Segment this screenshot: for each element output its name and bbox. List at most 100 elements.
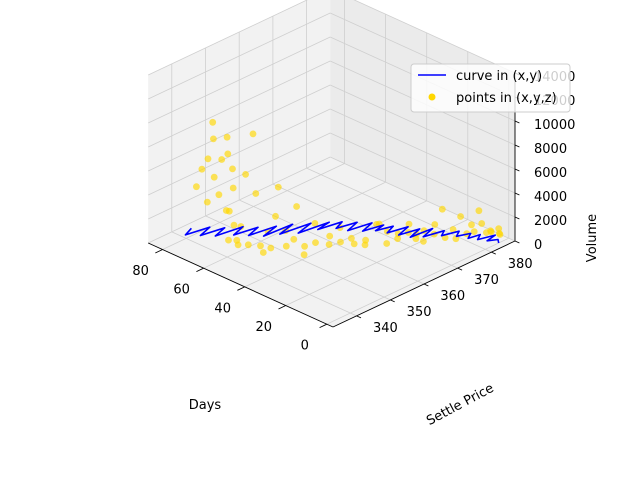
scatter-point	[326, 232, 334, 240]
scatter-point	[470, 228, 478, 236]
legend: curve in (x,y) points in (x,y,z)	[410, 63, 571, 113]
x-tick-label: 60	[173, 283, 190, 298]
z-tick-label: 6000	[534, 166, 567, 181]
x-tick-label: 40	[214, 301, 231, 316]
scatter-point	[420, 238, 427, 245]
scatter-point	[223, 133, 231, 141]
grid-lines	[148, 0, 516, 325]
grid-z-left-wall	[148, 132, 331, 220]
scatter-point	[468, 221, 475, 229]
grid-z-left-wall	[148, 12, 331, 100]
legend-point-swatch	[428, 93, 436, 101]
scatter-point	[293, 203, 300, 210]
curve-layer	[184, 221, 500, 244]
grid-z-left-wall	[148, 156, 331, 244]
grid-z-right-wall	[353, 0, 516, 74]
curve-line	[184, 221, 500, 244]
scatter-point	[394, 230, 402, 238]
scatter-point	[383, 240, 391, 247]
x-tick-mark	[237, 286, 245, 291]
scatter-point	[244, 241, 252, 249]
scatter-point	[449, 226, 457, 233]
y-tick-mark	[457, 267, 463, 271]
x-tick-mark	[155, 249, 163, 254]
x-tick-label: 0	[301, 339, 309, 354]
back-right-pane	[330, 0, 515, 241]
grid-y-floor	[239, 199, 425, 285]
z-axis-label: Volume	[585, 214, 600, 262]
scatter-point	[225, 236, 232, 244]
z-tick-mark	[514, 216, 520, 220]
scatter-point	[229, 165, 236, 173]
scatter-point	[274, 183, 282, 191]
grid-z-right-wall	[330, 108, 516, 194]
scatter-point	[252, 190, 260, 197]
grid-z-left-wall	[148, 36, 331, 124]
scatter-point	[230, 221, 238, 229]
scatter-point	[301, 242, 308, 250]
y-tick-mark	[356, 315, 362, 319]
scatter-point	[438, 205, 446, 213]
scatter-point	[457, 213, 464, 220]
grid-z-left-wall	[148, 108, 331, 196]
y-tick-mark	[390, 299, 395, 303]
x-axis-label: Days	[189, 398, 222, 413]
z-tick-mark	[514, 144, 520, 148]
y-tick-label: 350	[407, 305, 432, 320]
y-tick-label: 380	[508, 257, 533, 272]
grid-y-floor	[306, 167, 492, 253]
scatter-point	[337, 238, 344, 246]
grid-z-right-wall	[330, 132, 516, 218]
z-tick-mark	[514, 192, 520, 196]
scatter-point	[495, 230, 503, 237]
scatter-point	[259, 249, 267, 256]
scatter-point	[242, 171, 250, 178]
grid-y-floor	[272, 183, 458, 269]
grid-z-left-wall	[148, 0, 308, 76]
y-tick-label: 370	[474, 273, 499, 288]
legend-label-points: points in (x,y,z)	[456, 91, 557, 106]
y-axis-label: Settle Price	[424, 381, 496, 429]
scatter-point	[224, 150, 232, 158]
scatter-point	[272, 212, 279, 220]
scatter-point	[203, 198, 211, 206]
scatter-point	[234, 241, 242, 249]
grid-y-floor	[205, 215, 391, 301]
y-tick-mark	[423, 283, 429, 287]
scatter-point	[431, 221, 439, 228]
scatter-point	[282, 242, 290, 250]
scatter-point	[350, 240, 358, 248]
scatter-point	[312, 239, 319, 247]
y-tick-label: 340	[373, 321, 398, 336]
x-tick-label: 20	[256, 320, 273, 335]
scatter-point	[222, 207, 230, 214]
scatter-points	[193, 118, 504, 259]
scatter-point	[204, 155, 212, 163]
scatter-point	[478, 220, 486, 227]
scatter-point	[325, 241, 333, 248]
grid-y-floor	[171, 231, 357, 317]
x-axis-line	[148, 242, 334, 328]
scatter-point	[210, 173, 218, 181]
scatter-point	[193, 183, 200, 191]
scatter-point	[362, 236, 369, 244]
scatter-point	[229, 184, 237, 192]
scatter-point	[475, 207, 483, 215]
z-tick-label: 10000	[534, 118, 575, 133]
z-tick-label: 4000	[534, 190, 567, 205]
scatter-point	[311, 220, 319, 227]
z-tick-mark	[514, 120, 520, 124]
scatter-point	[267, 244, 275, 252]
z-tick-mark	[514, 168, 520, 172]
x-tick-mark	[278, 305, 286, 310]
z-tick-label: 2000	[534, 214, 567, 229]
grid-z-left-wall	[148, 60, 331, 148]
scatter-point	[218, 156, 226, 163]
y-tick-label: 360	[440, 289, 465, 304]
x-tick-label: 80	[132, 264, 149, 279]
scatter-point	[300, 251, 308, 259]
z-tick-mark	[514, 240, 520, 244]
legend-label-curve: curve in (x,y)	[456, 69, 542, 84]
scatter-point	[483, 229, 490, 237]
